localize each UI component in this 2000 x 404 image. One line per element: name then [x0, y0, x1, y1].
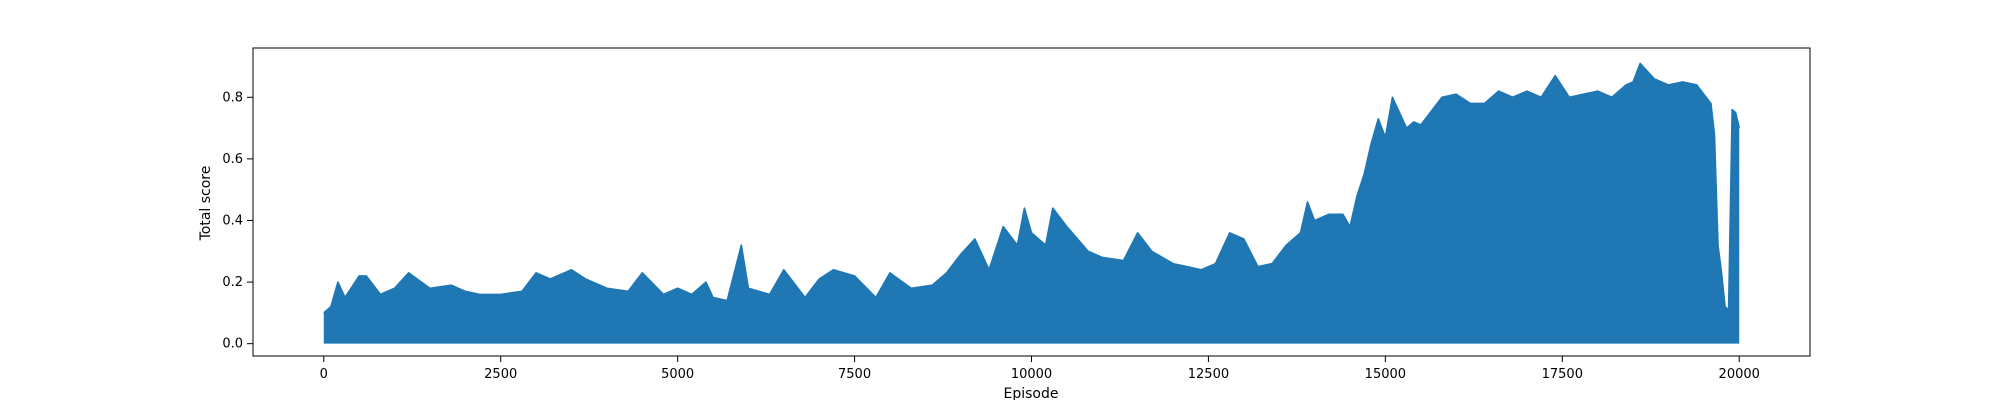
- x-tick-label-9: 20000: [1719, 367, 1760, 382]
- x-axis-label: Episode: [1004, 386, 1059, 400]
- x-tick-label-2: 2500: [484, 367, 517, 382]
- y-tick-label-4: 0.6: [222, 152, 243, 167]
- series-1-envelope: [323, 63, 1740, 344]
- y-axis-label: Total score: [198, 166, 214, 242]
- series-1-line: [323, 62, 1741, 314]
- x-tick-label-8: 17500: [1542, 367, 1583, 382]
- x-tick-label-5: 10000: [1011, 367, 1052, 382]
- x-tick-label-7: 15000: [1365, 367, 1406, 382]
- y-tick-label-3: 0.4: [222, 213, 243, 228]
- y-tick-label-1: 0.0: [222, 337, 243, 352]
- x-tick-label-4: 7500: [838, 367, 871, 382]
- y-axis: 0.0 0.2 0.4 0.6 0.8: [222, 90, 253, 352]
- x-tick-label-1: 0: [320, 367, 328, 382]
- y-tick-label-5: 0.8: [222, 90, 243, 105]
- y-tick-label-2: 0.2: [222, 275, 243, 290]
- x-tick-label-6: 12500: [1188, 367, 1229, 382]
- x-axis: 0 2500 5000 7500 10000 12500 15000 17500 20000: [320, 356, 1760, 382]
- series-layer: [323, 62, 1741, 344]
- x-tick-label-3: 5000: [661, 367, 694, 382]
